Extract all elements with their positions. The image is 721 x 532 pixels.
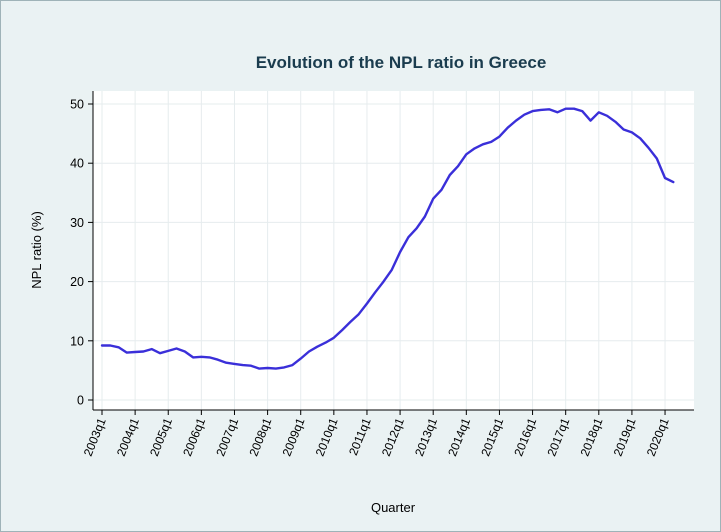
x-tick-label-2010q1: 2010q1 (313, 416, 341, 459)
x-tick-label-2005q1: 2005q1 (147, 416, 175, 459)
x-tick-label-2014q1: 2014q1 (445, 416, 473, 459)
x-tick-label-2015q1: 2015q1 (478, 416, 506, 459)
y-tick-label-50: 50 (70, 98, 84, 112)
plot-area (93, 91, 694, 410)
x-tick-label-2016q1: 2016q1 (511, 416, 539, 459)
x-tick-label-2020q1: 2020q1 (644, 416, 672, 459)
y-tick-label-20: 20 (70, 275, 84, 289)
x-axis-label: Quarter (371, 500, 416, 515)
y-tick-label-0: 0 (77, 394, 84, 408)
x-tick-label-2011q1: 2011q1 (346, 416, 374, 458)
y-tick-label-40: 40 (70, 157, 84, 171)
x-tick-label-2019q1: 2019q1 (611, 416, 639, 459)
y-tick-label-30: 30 (70, 216, 84, 230)
x-tick-label-2007q1: 2007q1 (213, 416, 241, 459)
x-tick-label-2013q1: 2013q1 (412, 416, 440, 459)
x-tick-label-2018q1: 2018q1 (578, 416, 606, 459)
y-axis-label: NPL ratio (%) (29, 211, 44, 289)
x-tick-label-2009q1: 2009q1 (280, 416, 308, 459)
x-tick-label-2004q1: 2004q1 (114, 416, 142, 459)
y-tick-label-10: 10 (70, 334, 84, 348)
x-tick-label-2006q1: 2006q1 (180, 416, 208, 459)
x-tick-label-2012q1: 2012q1 (379, 416, 407, 459)
chart-title: Evolution of the NPL ratio in Greece (256, 53, 547, 72)
grid-layer (93, 91, 694, 410)
series-line-npl-ratio (100, 107, 675, 370)
x-tick-label-2008q1: 2008q1 (246, 416, 274, 459)
x-tick-label-2017q1: 2017q1 (544, 416, 572, 459)
x-tick-label-2003q1: 2003q1 (81, 416, 109, 459)
